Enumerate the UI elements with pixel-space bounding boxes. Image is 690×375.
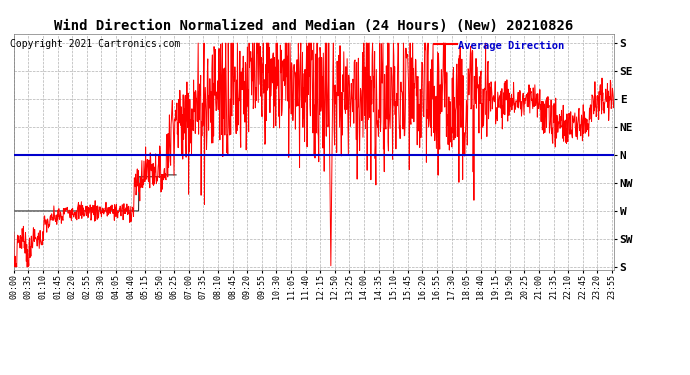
Text: Copyright 2021 Cartronics.com: Copyright 2021 Cartronics.com xyxy=(10,39,181,49)
Text: Average Direction: Average Direction xyxy=(458,41,564,51)
Title: Wind Direction Normalized and Median (24 Hours) (New) 20210826: Wind Direction Normalized and Median (24… xyxy=(55,19,573,33)
